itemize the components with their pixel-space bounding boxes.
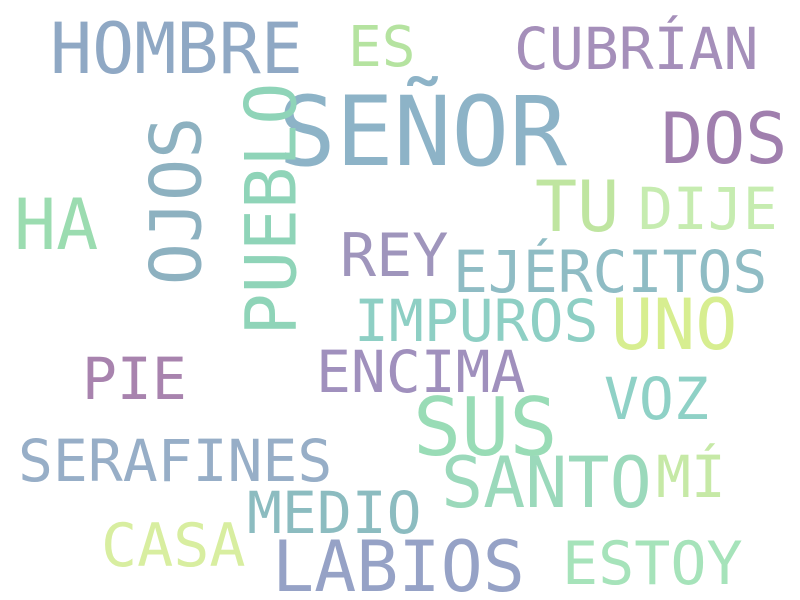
word-es: ES: [348, 15, 416, 80]
word-ojos: OJOS: [135, 116, 218, 286]
word-cubrian: CUBRÍAN: [514, 15, 759, 83]
word-voz: VOZ: [604, 365, 709, 433]
word-serafines: SERAFINES: [18, 427, 333, 495]
word-casa: CASA: [101, 511, 246, 581]
word-uno: UNO: [611, 284, 738, 366]
word-hombre: HOMBRE: [50, 8, 303, 90]
word-medio: MEDIO: [247, 479, 422, 547]
word-dije: DIJE: [638, 175, 778, 243]
word-mi: MÍ: [656, 443, 726, 511]
word-rey: REY: [340, 221, 449, 291]
word-dos: DOS: [661, 98, 788, 180]
word-impuros: IMPUROS: [354, 287, 599, 355]
word-tu: TU: [535, 166, 620, 248]
word-pueblo: PUEBLO: [230, 82, 313, 336]
word-estoy: ESTOY: [562, 529, 743, 599]
word-senor: SEÑOR: [278, 76, 567, 188]
word-encima: ENCIMA: [316, 338, 526, 406]
word-ejercitos: EJÉRCITOS: [453, 238, 768, 306]
word-pie: PIE: [82, 345, 187, 413]
word-sus: SUS: [413, 381, 558, 474]
word-santo: SANTO: [441, 442, 652, 524]
word-labios: LABIOS: [272, 526, 525, 600]
word-ha: HA: [14, 184, 99, 266]
